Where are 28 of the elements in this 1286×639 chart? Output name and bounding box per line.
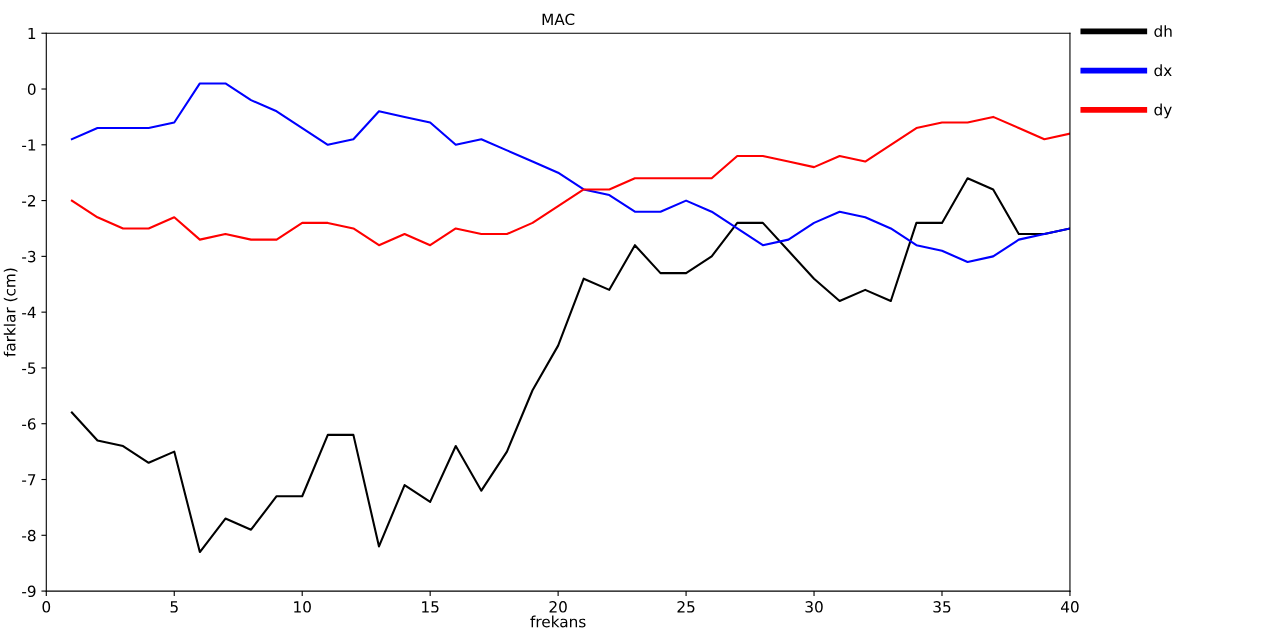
y-tick-label: -2 bbox=[22, 195, 36, 207]
y-tick-label: 1 bbox=[28, 27, 36, 40]
y-tick-label: -7 bbox=[22, 474, 36, 486]
legend-label: dx bbox=[1154, 64, 1172, 77]
y-tick-label: -4 bbox=[22, 306, 36, 318]
y-tick-label: -8 bbox=[22, 529, 36, 542]
y-tick-label: -3 bbox=[22, 250, 36, 263]
chart-title: MAC bbox=[542, 13, 575, 26]
y-tick-label: -9 bbox=[22, 585, 36, 598]
legend-label: dh bbox=[1154, 25, 1172, 37]
y-tick-label: 0 bbox=[27, 83, 36, 96]
x-axis-title: frekans bbox=[530, 615, 586, 628]
x-tick-label: 25 bbox=[677, 601, 695, 613]
x-tick-label: 30 bbox=[805, 601, 823, 613]
y-tick-label: -5 bbox=[22, 362, 36, 374]
x-tick-label: 0 bbox=[42, 601, 51, 613]
legend-label: dy bbox=[1154, 103, 1172, 119]
x-tick-label: 40 bbox=[1060, 601, 1079, 613]
line-series bbox=[70, 82, 1070, 263]
x-tick-label: 20 bbox=[549, 601, 567, 613]
y-tick-label: -6 bbox=[22, 418, 36, 430]
x-tick-label: 5 bbox=[170, 601, 178, 613]
x-tick-label: 35 bbox=[933, 601, 951, 613]
x-tick-label: 10 bbox=[294, 601, 311, 613]
x-tick-label: 15 bbox=[422, 601, 439, 613]
line-series bbox=[70, 115, 1070, 247]
y-axis-title: farklar (cm) bbox=[3, 268, 18, 357]
y-tick-label: -1 bbox=[22, 139, 36, 151]
